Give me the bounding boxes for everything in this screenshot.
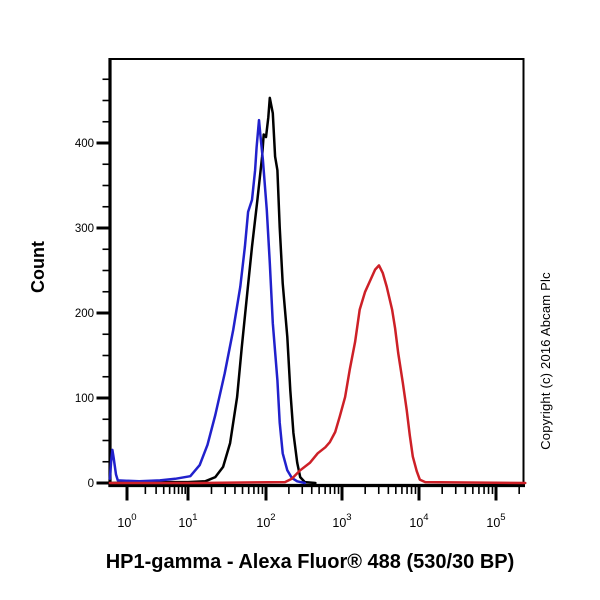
y-tick-label: 400 [75, 138, 94, 150]
x-tick-label: 100 [117, 512, 136, 530]
y-tick-label: 100 [75, 393, 94, 405]
y-tick-label: 200 [75, 308, 94, 320]
x-tick-label: 105 [486, 512, 505, 530]
x-tick-label: 103 [332, 512, 351, 530]
curve-blue-control [108, 118, 307, 485]
histogram-plot: 0 100 200 300 400 100 101 102 103 104 105 [75, 58, 527, 530]
y-axis-title: Count [28, 241, 48, 293]
curve-red-sample [108, 264, 527, 485]
y-tick-label: 0 [88, 478, 94, 490]
copyright-notice: Copyright (c) 2016 Abcam Plc [538, 272, 553, 450]
x-tick-label: 101 [178, 512, 197, 530]
figure-title: HP1-gamma - Alexa Fluor® 488 (530/30 BP) [105, 551, 515, 573]
y-tick-label: 300 [75, 223, 94, 235]
x-tick-label: 102 [256, 512, 275, 530]
curve-black-control [108, 96, 317, 485]
x-tick-label: 104 [409, 512, 428, 530]
